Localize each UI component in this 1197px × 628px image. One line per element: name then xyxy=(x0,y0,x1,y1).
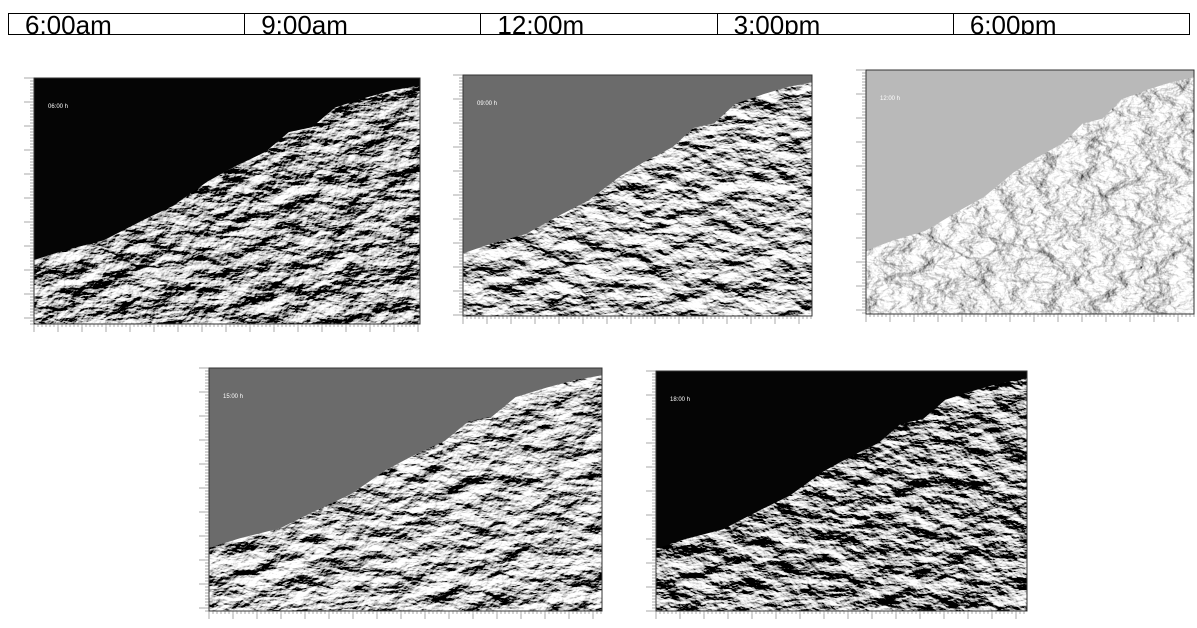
hillshade-panel: 09:00 h xyxy=(437,72,815,332)
panel-label: 09:00 h xyxy=(477,101,497,107)
hillshade-panel: 18:00 h xyxy=(630,368,1030,627)
hillshade-panel: 06:00 h xyxy=(8,75,423,340)
figure: 6:00am 9:00am 12:00m 3:00pm 6:00pm 06:00… xyxy=(0,0,1197,628)
time-cell: 3:00pm xyxy=(717,14,953,34)
time-cell: 9:00am xyxy=(244,14,480,34)
time-header: 6:00am 9:00am 12:00m 3:00pm 6:00pm xyxy=(8,13,1190,35)
panel-label: 06:00 h xyxy=(48,104,68,110)
hillshade-panel: 12:00 h xyxy=(840,67,1197,330)
panel-label: 18:00 h xyxy=(670,397,690,403)
panel-label: 12:00 h xyxy=(880,96,900,102)
panel-label: 15:00 h xyxy=(223,394,243,400)
hillshade-panel: 15:00 h xyxy=(183,365,605,627)
time-cell: 6:00am xyxy=(9,14,244,34)
time-cell: 6:00pm xyxy=(953,14,1189,34)
time-cell: 12:00m xyxy=(480,14,716,34)
